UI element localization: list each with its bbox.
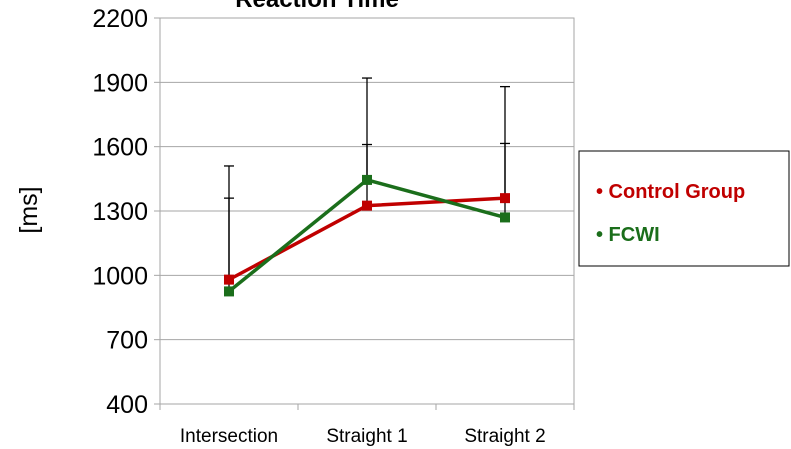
y-tick-label: 400	[106, 391, 148, 419]
legend-box	[578, 150, 790, 267]
y-tick-label: 1300	[92, 198, 148, 226]
y-axis-label: [ms]	[15, 186, 43, 233]
series-point	[500, 193, 510, 204]
legend-entry: • Control Group	[596, 181, 745, 203]
series-point	[224, 274, 234, 285]
series-point	[224, 286, 234, 297]
series-point	[362, 200, 372, 211]
x-tick-labels: Intersection Straight 1 Straight 2	[180, 426, 546, 447]
y-tick-label: 2200	[92, 5, 148, 33]
x-tick-label: Intersection	[180, 426, 278, 447]
y-tick-label: 1000	[92, 262, 148, 290]
legend-entry: • FCWI	[596, 224, 660, 246]
series-point	[500, 212, 510, 223]
legend: • Control Group • FCWI	[578, 150, 790, 267]
x-tick-label: Straight 1	[326, 426, 407, 447]
x-tick-label: Straight 2	[464, 426, 545, 447]
y-tick-label: 700	[106, 327, 148, 355]
chart-title: Reaction Time	[235, 0, 399, 13]
series-lines	[224, 174, 510, 297]
y-tick-label: 1900	[92, 69, 148, 97]
y-tick-label: 1600	[92, 134, 148, 162]
series-point	[362, 174, 372, 185]
y-tick-labels: 400 700 1000 1300 1600 1900 2200	[92, 5, 148, 419]
